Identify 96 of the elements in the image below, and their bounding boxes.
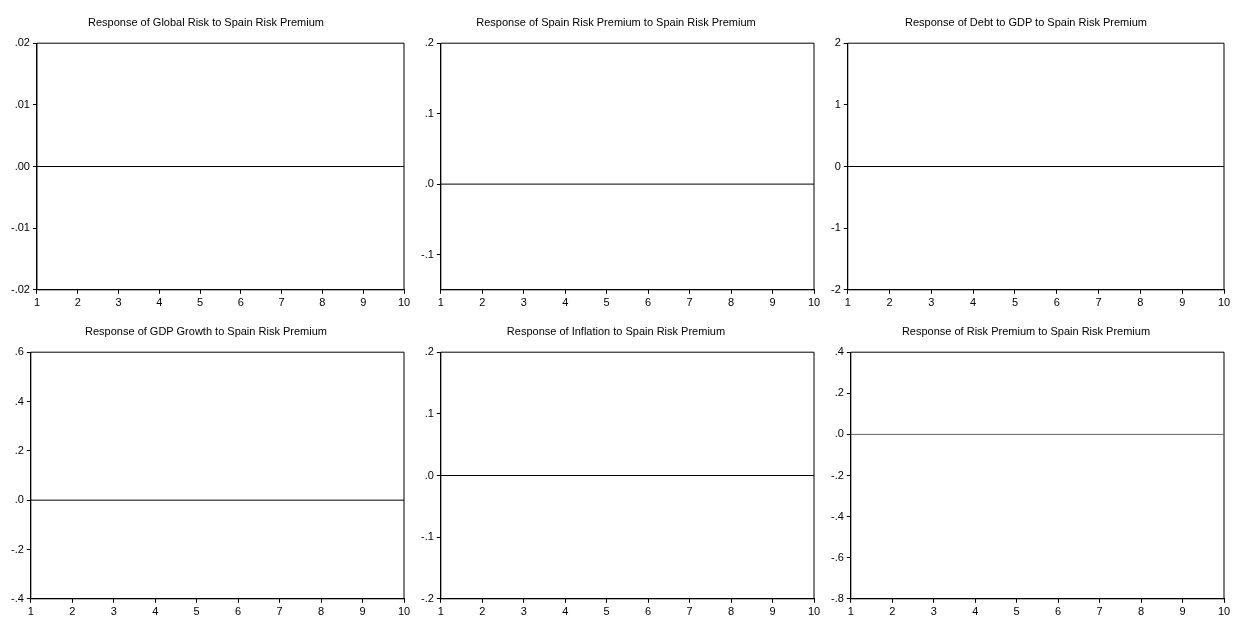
x-tick-label: 6 (235, 605, 242, 618)
chart-title: Response of Debt to GDP to Spain Risk Premium (905, 15, 1147, 28)
x-tick-label: 10 (397, 296, 411, 309)
x-tick-label: 2 (74, 296, 81, 309)
x-tick-label: 7 (686, 605, 693, 618)
x-tick-label: 7 (686, 296, 693, 309)
x-tick-label: 4 (970, 296, 977, 309)
chart-title: Response of Spain Risk Premium to Spain Risk Premium (476, 15, 756, 28)
y-tick-label: .00 (14, 159, 30, 172)
x-tick-label: 7 (1095, 296, 1102, 309)
chart-title: Response of Risk Premium to Spain Risk Premium (901, 324, 1151, 337)
x-tick-label: 3 (110, 605, 117, 618)
x-tick-label: 9 (359, 605, 366, 618)
x-tick-label: 8 (728, 296, 735, 309)
x-tick-label: 5 (603, 296, 610, 309)
x-tick-label: 8 (728, 605, 735, 618)
y-tick-label: -.4 (10, 591, 24, 604)
y-tick-label: -.1 (420, 247, 434, 260)
y-tick-label: .0 (834, 427, 844, 440)
x-tick-label: 1 (437, 296, 444, 309)
y-tick-label: -.02 (10, 282, 30, 295)
y-tick-label: .2 (834, 386, 844, 399)
x-tick-label: 7 (1096, 605, 1103, 618)
y-tick-label: 2 (834, 36, 841, 49)
y-tick-label: .0 (424, 468, 434, 481)
y-tick-label: -.4 (830, 509, 844, 522)
y-tick-label: .4 (14, 394, 24, 407)
y-tick-label: -.8 (830, 591, 844, 604)
x-tick-label: 2 (479, 605, 486, 618)
y-tick-label: .2 (424, 345, 434, 358)
x-tick-label: 9 (1179, 605, 1186, 618)
x-tick-label: 10 (1217, 605, 1231, 618)
x-tick-label: 4 (156, 296, 163, 309)
y-tick-label: .6 (14, 345, 24, 358)
x-tick-label: 5 (197, 296, 204, 309)
y-tick-label: .2 (424, 36, 434, 49)
x-tick-label: 6 (1053, 296, 1060, 309)
chart-title: Response of Inflation to Spain Risk Premium (506, 324, 726, 337)
x-tick-label: 5 (193, 605, 200, 618)
x-tick-label: 3 (520, 296, 527, 309)
x-tick-label: 6 (1055, 605, 1062, 618)
y-tick-label: .4 (834, 345, 844, 358)
x-tick-label: 1 (33, 296, 41, 309)
x-tick-label: 4 (562, 296, 569, 309)
x-tick-label: 3 (520, 605, 527, 618)
x-tick-label: 6 (645, 296, 652, 309)
y-tick-label: -2 (831, 282, 841, 295)
y-tick-label: .1 (424, 106, 434, 119)
x-tick-label: 6 (237, 296, 244, 309)
chart-title: Response of GDP Growth to Spain Risk Premium (85, 324, 327, 337)
x-tick-label: 8 (1137, 296, 1144, 309)
x-tick-label: 7 (278, 296, 285, 309)
x-tick-label: 9 (769, 605, 776, 618)
x-tick-label: 5 (603, 605, 610, 618)
x-tick-label: 8 (1138, 605, 1145, 618)
x-tick-label: 2 (886, 296, 893, 309)
x-tick-label: 7 (276, 605, 283, 618)
y-tick-label: .0 (14, 493, 24, 506)
x-tick-label: 9 (360, 296, 367, 309)
x-tick-label: 10 (397, 605, 411, 618)
y-tick-label: -.01 (10, 221, 30, 234)
x-tick-label: 2 (889, 605, 896, 618)
x-tick-label: 3 (115, 296, 122, 309)
x-tick-label: 4 (972, 605, 979, 618)
y-tick-label: .02 (14, 36, 30, 49)
y-tick-label: -.2 (420, 591, 434, 604)
x-tick-label: 2 (69, 605, 76, 618)
y-tick-label: -.1 (420, 530, 434, 543)
x-tick-label: 10 (807, 296, 821, 309)
x-tick-label: 9 (769, 296, 776, 309)
x-tick-label: 1 (847, 605, 854, 618)
x-tick-label: 8 (318, 605, 325, 618)
y-tick-label: 1 (834, 97, 841, 110)
y-tick-label: .01 (14, 97, 30, 110)
chart-title: Response of Global Risk to Spain Risk Premium (88, 15, 324, 28)
y-tick-label: .1 (424, 406, 434, 419)
x-tick-label: 1 (437, 605, 444, 618)
y-tick-label: 0 (834, 159, 841, 172)
x-tick-label: 4 (152, 605, 159, 618)
x-tick-label: 9 (1179, 296, 1186, 309)
x-tick-label: 2 (479, 296, 486, 309)
x-tick-label: 10 (1217, 296, 1231, 309)
y-tick-label: -1 (831, 221, 841, 234)
x-tick-label: 3 (928, 296, 935, 309)
x-tick-label: 4 (562, 605, 569, 618)
y-tick-label: -.2 (10, 542, 24, 555)
y-tick-label: .2 (14, 443, 24, 456)
x-tick-label: 8 (319, 296, 326, 309)
x-tick-label: 3 (930, 605, 937, 618)
x-tick-label: 5 (1011, 296, 1019, 309)
x-tick-label: 6 (645, 605, 652, 618)
x-tick-label: 10 (807, 605, 821, 618)
x-tick-label: 5 (1013, 605, 1020, 618)
y-tick-label: -.2 (830, 468, 844, 481)
y-tick-label: -.6 (830, 550, 844, 563)
y-tick-label: .0 (424, 177, 434, 190)
